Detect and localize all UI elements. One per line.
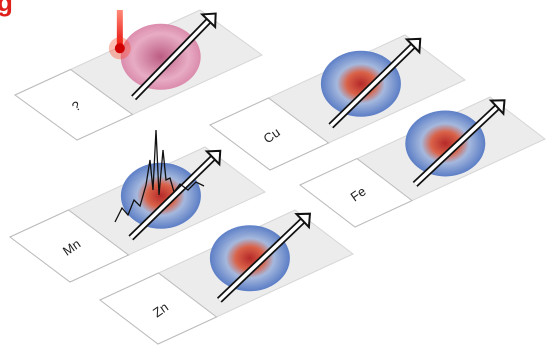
tissue — [121, 24, 201, 90]
laser-spot — [115, 43, 125, 53]
diagram: g ?CuMnFeZn — [0, 0, 548, 357]
tissue — [210, 225, 290, 291]
tissue — [405, 110, 485, 176]
page: g ?CuMnFeZn (() => { const data = JSON.p… — [0, 0, 548, 357]
tissue — [321, 51, 401, 117]
panel-label: g — [0, 0, 13, 17]
